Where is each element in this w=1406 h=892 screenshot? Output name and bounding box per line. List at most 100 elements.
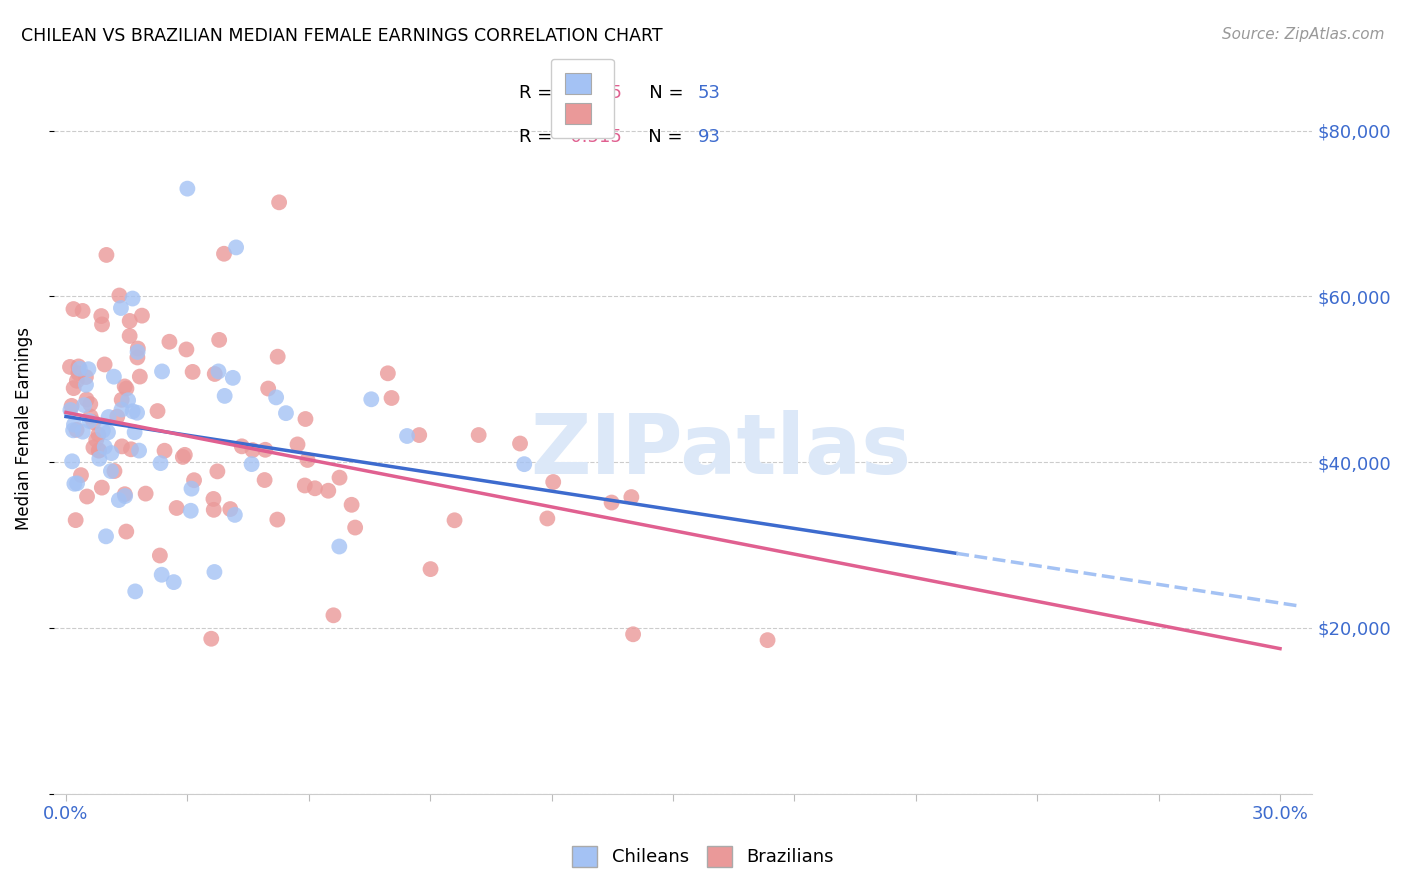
- Point: [118, 329, 141, 343]
- Point: [509, 436, 531, 450]
- Point: [63, 417, 86, 432]
- Point: [91, 318, 114, 332]
- Point: [253, 473, 276, 487]
- Point: [146, 404, 169, 418]
- Point: [620, 490, 643, 504]
- Point: [408, 428, 430, 442]
- Point: [294, 412, 316, 426]
- Text: N =: N =: [631, 85, 689, 103]
- Point: [344, 520, 367, 534]
- Text: N =: N =: [631, 128, 689, 146]
- Point: [231, 439, 253, 453]
- Point: [183, 473, 205, 487]
- Text: -0.515: -0.515: [565, 128, 623, 146]
- Point: [240, 457, 263, 471]
- Point: [111, 439, 134, 453]
- Point: [172, 450, 194, 464]
- Point: [149, 549, 172, 563]
- Point: [208, 333, 231, 347]
- Point: [257, 382, 280, 396]
- Point: [91, 424, 114, 438]
- Point: [114, 379, 136, 393]
- Point: [274, 406, 297, 420]
- Point: [124, 584, 146, 599]
- Point: [266, 513, 288, 527]
- Point: [121, 404, 143, 418]
- Point: [513, 457, 536, 471]
- Point: [87, 443, 110, 458]
- Point: [600, 495, 623, 509]
- Point: [75, 370, 97, 384]
- Point: [212, 246, 235, 260]
- Point: [63, 476, 86, 491]
- Point: [377, 367, 399, 381]
- Point: [225, 240, 247, 254]
- Point: [108, 288, 131, 302]
- Point: [62, 423, 84, 437]
- Point: [110, 301, 132, 315]
- Point: [264, 390, 287, 404]
- Point: [150, 364, 173, 378]
- Point: [93, 440, 115, 454]
- Point: [62, 381, 84, 395]
- Point: [396, 429, 419, 443]
- Point: [97, 425, 120, 440]
- Point: [200, 632, 222, 646]
- Point: [125, 406, 148, 420]
- Point: [131, 309, 153, 323]
- Point: [180, 482, 202, 496]
- Point: [328, 470, 350, 484]
- Point: [149, 456, 172, 470]
- Point: [87, 427, 110, 442]
- Point: [121, 292, 143, 306]
- Point: [60, 399, 83, 413]
- Point: [340, 498, 363, 512]
- Point: [96, 248, 118, 262]
- Point: [180, 504, 202, 518]
- Point: [79, 414, 101, 428]
- Text: R =: R =: [519, 128, 558, 146]
- Point: [127, 351, 149, 365]
- Point: [176, 343, 198, 357]
- Legend: , : ,: [551, 59, 614, 138]
- Point: [118, 314, 141, 328]
- Point: [380, 391, 402, 405]
- Point: [59, 359, 82, 374]
- Point: [90, 309, 112, 323]
- Point: [202, 503, 225, 517]
- Point: [756, 633, 779, 648]
- Point: [117, 393, 139, 408]
- Text: Source: ZipAtlas.com: Source: ZipAtlas.com: [1222, 27, 1385, 42]
- Point: [70, 468, 93, 483]
- Point: [153, 443, 176, 458]
- Point: [204, 565, 226, 579]
- Point: [59, 403, 82, 417]
- Point: [304, 481, 326, 495]
- Point: [100, 464, 122, 478]
- Point: [73, 398, 96, 412]
- Point: [157, 334, 180, 349]
- Point: [467, 428, 489, 442]
- Point: [124, 425, 146, 440]
- Point: [82, 415, 104, 429]
- Point: [224, 508, 246, 522]
- Point: [79, 409, 101, 424]
- Point: [202, 491, 225, 506]
- Point: [66, 476, 89, 491]
- Point: [328, 540, 350, 554]
- Point: [204, 367, 226, 381]
- Point: [127, 342, 149, 356]
- Point: [269, 195, 291, 210]
- Point: [115, 524, 138, 539]
- Point: [128, 443, 150, 458]
- Point: [97, 410, 120, 425]
- Point: [621, 627, 644, 641]
- Point: [108, 493, 131, 508]
- Point: [103, 369, 125, 384]
- Point: [60, 454, 83, 468]
- Point: [181, 365, 204, 379]
- Point: [79, 397, 101, 411]
- Point: [111, 392, 134, 407]
- Point: [294, 478, 316, 492]
- Point: [287, 437, 309, 451]
